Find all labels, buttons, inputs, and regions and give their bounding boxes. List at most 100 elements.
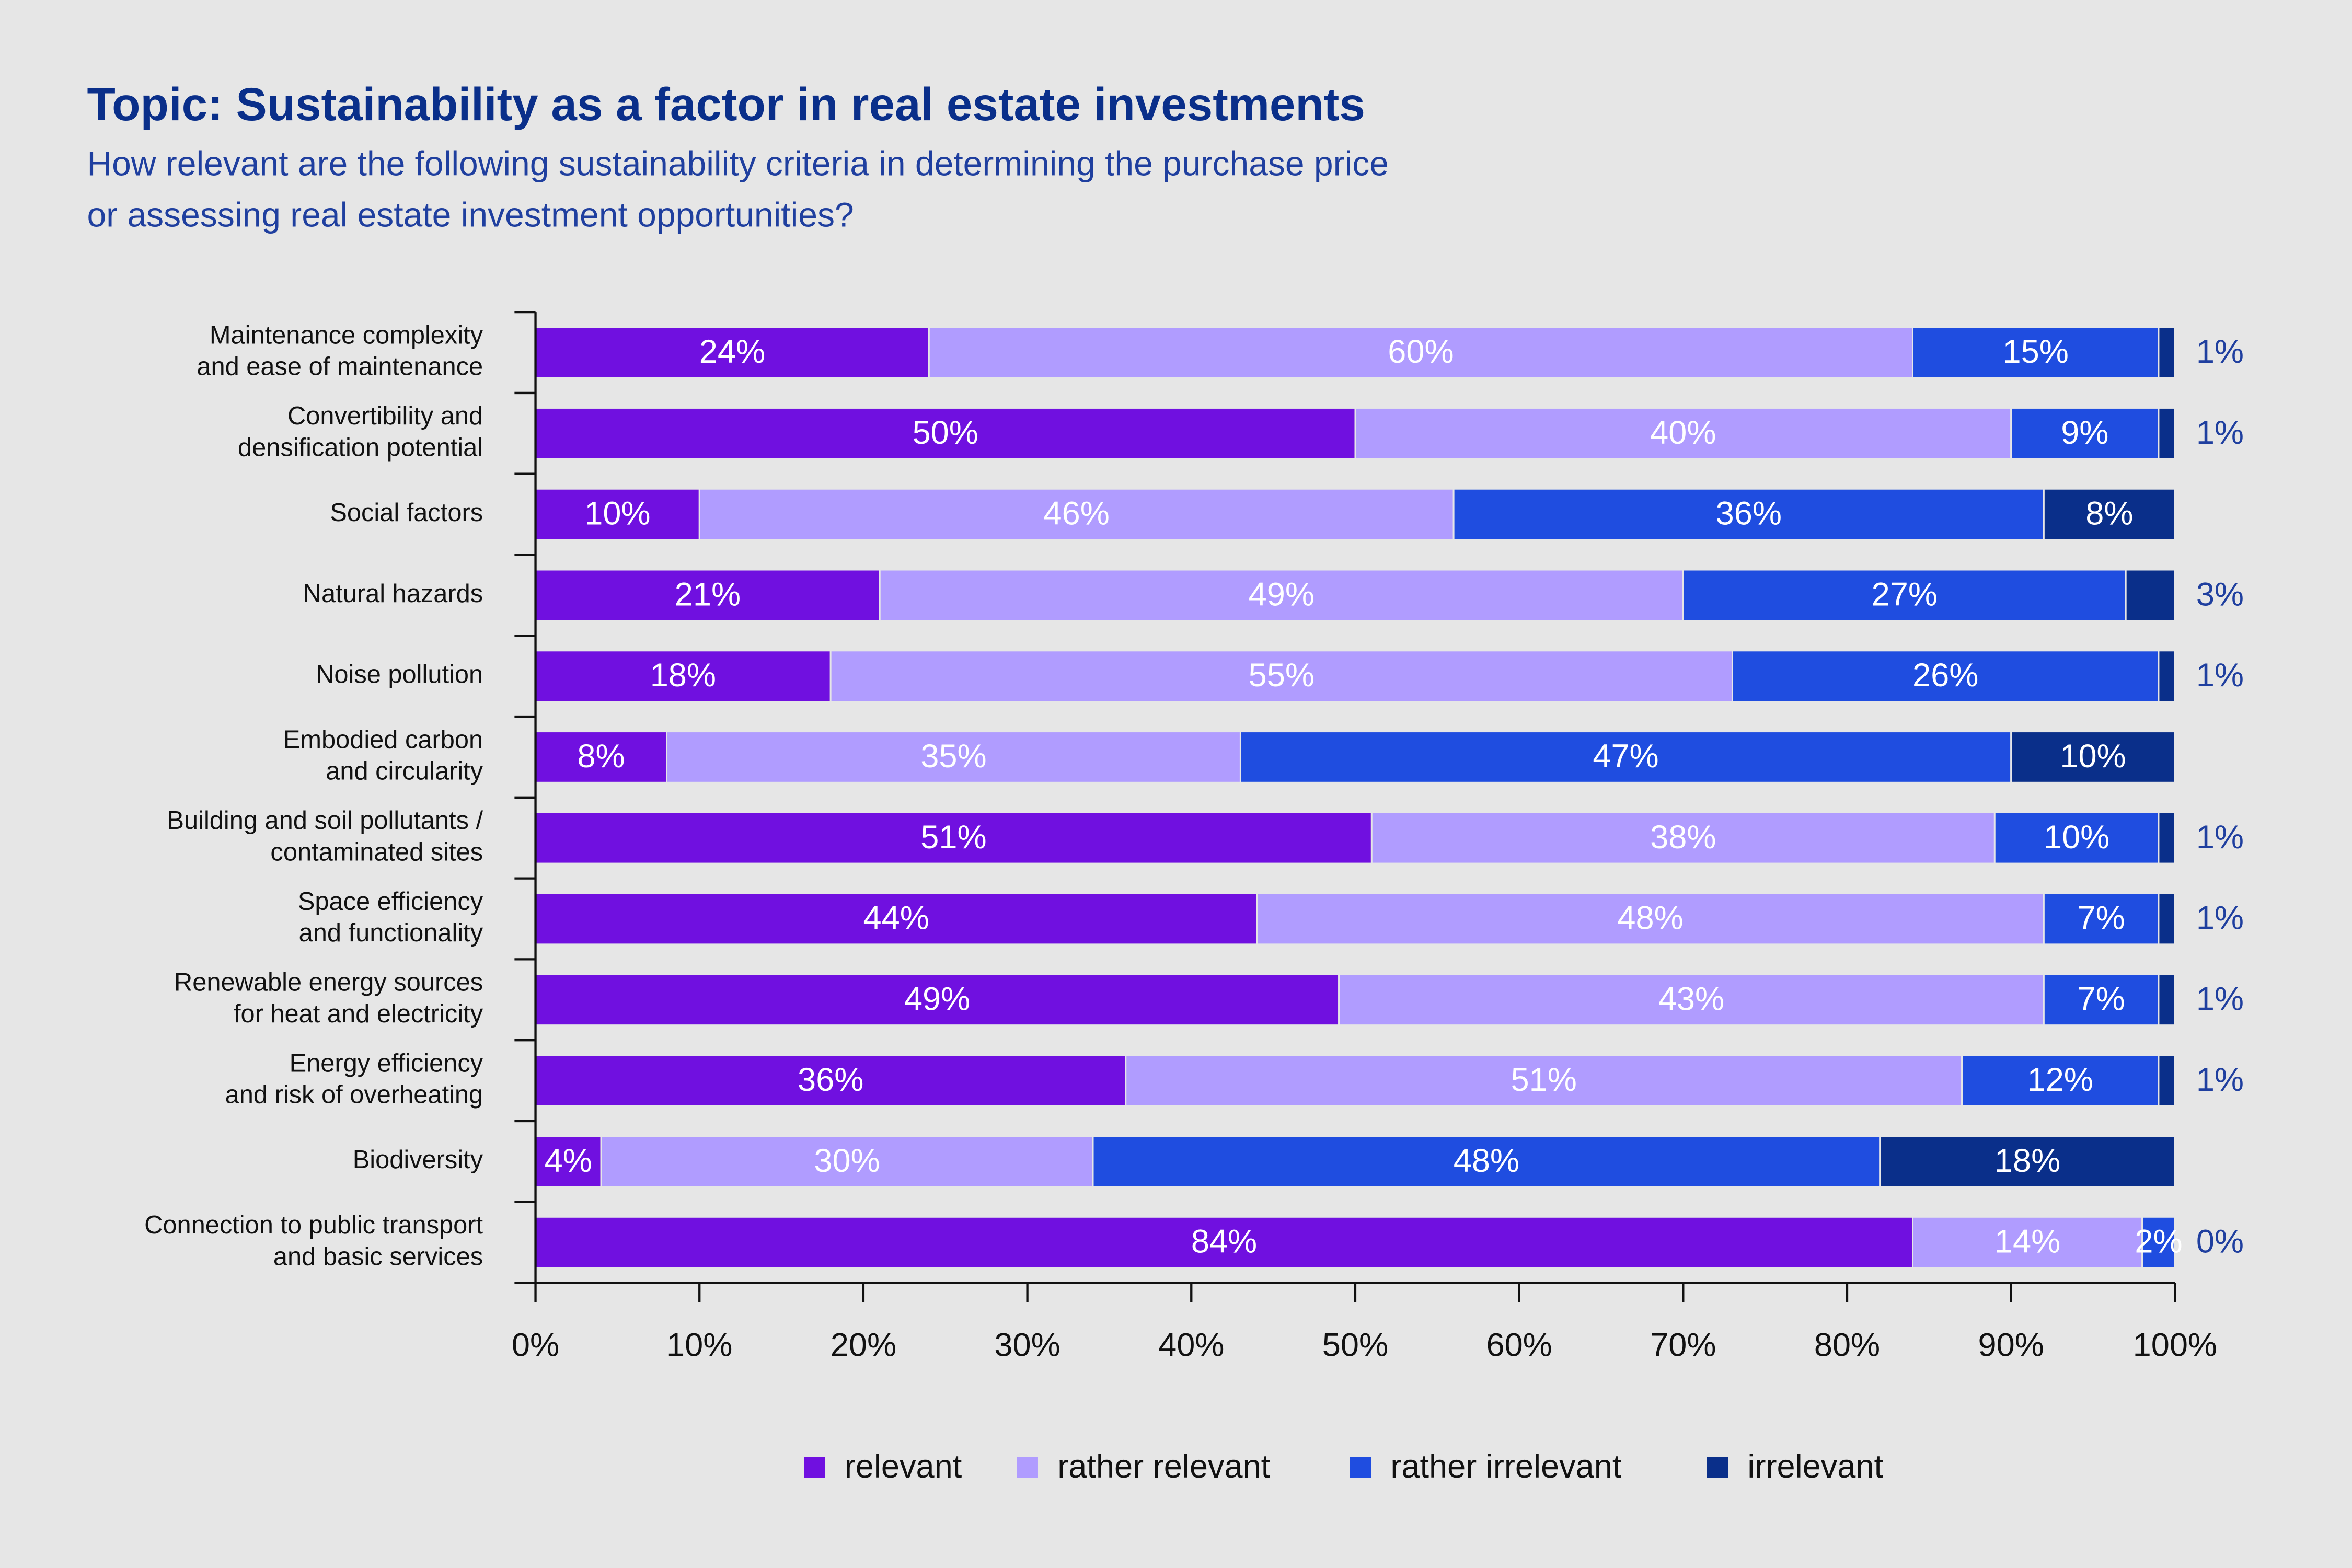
bar-segment	[2125, 569, 2176, 622]
data-label: 3%	[2196, 576, 2244, 613]
legend-swatch	[804, 1457, 825, 1478]
y-tick-label: Natural hazards	[303, 580, 483, 608]
data-label: 12%	[2027, 1062, 2093, 1098]
data-label: 51%	[1511, 1062, 1577, 1098]
y-tick-label: Building and soil pollutants / contaminat…	[167, 806, 483, 866]
bar-segment	[2141, 1216, 2176, 1269]
data-label: 36%	[798, 1062, 863, 1098]
chart-title: Topic: Sustainability as a factor in rea…	[87, 78, 1365, 130]
data-label: 40%	[1650, 414, 1716, 451]
y-tick-label: Connection to public transport and basic …	[144, 1211, 483, 1271]
bar-segment	[1370, 811, 1996, 864]
bar-segment	[535, 973, 1340, 1027]
y-tick-label: Maintenance complexity and ease of mainte…	[197, 321, 483, 381]
x-tick-label: 40%	[1158, 1327, 1224, 1364]
x-tick-label: 80%	[1814, 1327, 1880, 1364]
bar-segment	[2043, 488, 2176, 541]
data-label: 1%	[2196, 900, 2244, 937]
data-label: 18%	[650, 657, 716, 694]
data-label: 7%	[2078, 981, 2125, 1017]
bar-segment	[2158, 973, 2176, 1027]
bar-segment	[1961, 1054, 2160, 1107]
data-label: 84%	[1191, 1224, 1257, 1260]
bar-segment	[2010, 731, 2176, 783]
data-label: 44%	[863, 900, 929, 937]
data-label: 55%	[1249, 657, 1315, 694]
bar-segment	[1731, 650, 2160, 702]
bar-segment	[535, 569, 881, 622]
bar-segment	[2158, 811, 2176, 864]
bar-segment	[829, 650, 1733, 702]
data-label: 27%	[1872, 576, 1938, 613]
data-label: 18%	[1994, 1143, 2060, 1179]
bar-segment	[535, 650, 832, 702]
bar-segment	[1912, 326, 2160, 379]
bar-segment	[1256, 892, 2045, 946]
chart-subtitle: How relevant are the following sustainab…	[87, 144, 1389, 234]
data-label: 48%	[1454, 1143, 1519, 1179]
bar-segment	[2043, 892, 2160, 946]
data-label: 1%	[2196, 333, 2244, 370]
bar-segment	[879, 569, 1684, 622]
data-label: 50%	[913, 414, 978, 451]
legend-label: rather relevant	[1057, 1448, 1270, 1485]
data-label: 35%	[920, 738, 986, 775]
bar-segment	[1993, 811, 2160, 864]
legend-swatch	[1350, 1457, 1371, 1478]
bar-segment	[2158, 407, 2176, 460]
bar-segment	[1125, 1054, 1963, 1107]
data-label: 1%	[2196, 819, 2244, 856]
data-label: 2%	[2135, 1224, 2182, 1260]
bar-segment	[1912, 1216, 2143, 1269]
y-tick-label: Convertibility and densification potentia…	[238, 402, 483, 462]
x-tick-label: 20%	[831, 1327, 896, 1364]
bar-segment	[535, 407, 1356, 460]
x-tick-label: 100%	[2133, 1327, 2217, 1364]
data-label: 47%	[1593, 738, 1658, 775]
data-label: 15%	[2003, 333, 2069, 370]
y-tick-label: Biodiversity	[353, 1146, 483, 1174]
data-label: 60%	[1388, 333, 1454, 370]
data-label: 48%	[1617, 900, 1683, 937]
x-tick-label: 10%	[666, 1327, 732, 1364]
legend-swatch	[1707, 1457, 1728, 1478]
bar-segment	[666, 731, 1241, 783]
data-label: 8%	[2085, 495, 2133, 532]
bar-segment	[535, 1216, 1913, 1269]
data-label: 1%	[2196, 981, 2244, 1017]
data-label: 8%	[577, 738, 625, 775]
data-label: 10%	[2044, 819, 2109, 856]
data-label: 14%	[1994, 1224, 2060, 1260]
bar-segment	[535, 1135, 602, 1188]
x-tick-label: 70%	[1650, 1327, 1716, 1364]
data-label: 1%	[2196, 414, 2244, 451]
bar-segment	[1879, 1135, 2176, 1188]
data-label: 10%	[2060, 738, 2126, 775]
x-tick-label: 90%	[1978, 1327, 2044, 1364]
y-tick-label: Social factors	[330, 499, 483, 527]
x-tick-label: 30%	[994, 1327, 1060, 1364]
data-label: 43%	[1658, 981, 1724, 1017]
x-tick-label: 0%	[512, 1327, 559, 1364]
data-label: 1%	[2196, 1062, 2244, 1098]
data-label: 26%	[1912, 657, 1978, 694]
data-label: 46%	[1044, 495, 1110, 532]
x-tick-label: 60%	[1486, 1327, 1552, 1364]
y-tick-label: Energy efficiency and risk of overheating	[225, 1049, 483, 1109]
legend-label: irrelevant	[1747, 1448, 1883, 1485]
bar-segment	[1354, 407, 2012, 460]
bar-segment	[1682, 569, 2127, 622]
data-label: 4%	[545, 1143, 592, 1179]
bar-segment	[2158, 326, 2176, 379]
data-label: 9%	[2061, 414, 2108, 451]
y-tick-label: Noise pollution	[316, 661, 483, 689]
bar-segment	[1338, 973, 2045, 1027]
bar-segment	[1452, 488, 2045, 541]
data-label: 38%	[1650, 819, 1716, 856]
data-label: 49%	[1249, 576, 1315, 613]
bar-segment	[698, 488, 1455, 541]
data-label: 49%	[904, 981, 970, 1017]
